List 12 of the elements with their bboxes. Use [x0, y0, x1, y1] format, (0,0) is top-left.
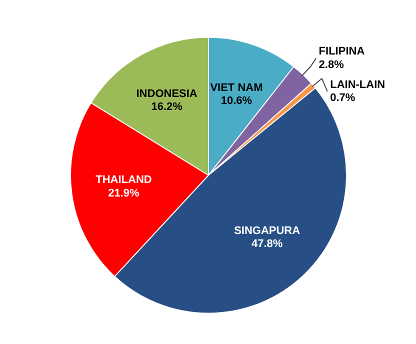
slice-label: INDONESIA [136, 88, 198, 100]
data-label: 2.8% [318, 58, 344, 71]
slice-label: THAILAND [96, 174, 152, 186]
slice-label: SINGAPURA [234, 225, 300, 238]
data-label: 10.6% [220, 95, 252, 107]
slice-label: FILIPINA [318, 46, 365, 58]
slice-label: VIET NAM [210, 82, 263, 94]
data-label: 16.2% [151, 101, 183, 114]
data-label: 47.8% [251, 238, 283, 250]
data-label: 0.7% [330, 92, 356, 104]
slice-label: LAIN-LAIN [330, 78, 386, 91]
data-label: 21.9% [108, 187, 140, 200]
